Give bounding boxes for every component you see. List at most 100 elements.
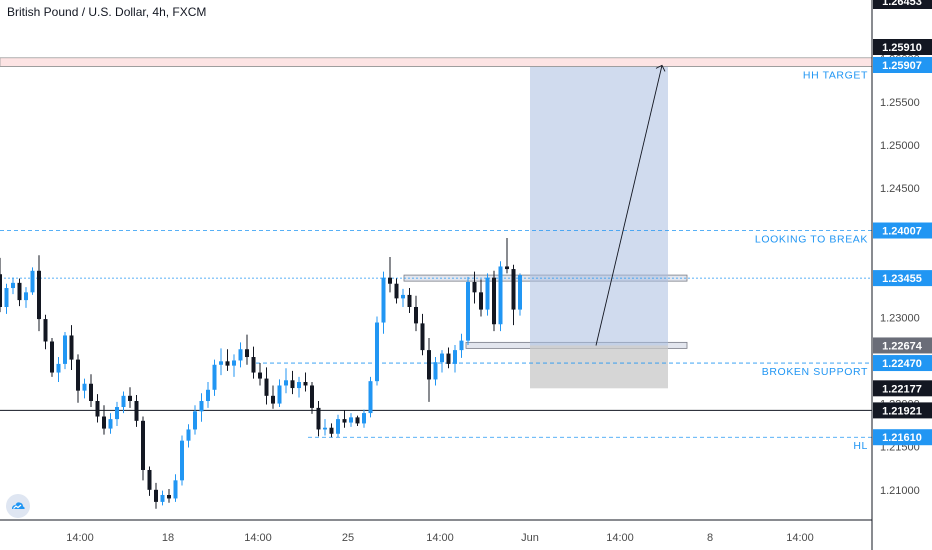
tradingview-cloud-icon[interactable] bbox=[6, 494, 30, 518]
price-label: 1.25907 bbox=[882, 60, 922, 72]
candle-body bbox=[167, 494, 171, 499]
candle-body bbox=[485, 277, 490, 310]
level-label-looking-to-break: LOOKING TO BREAK bbox=[755, 234, 868, 246]
candle-body bbox=[180, 440, 184, 481]
level-label-hl: HL bbox=[853, 440, 868, 452]
candle-body bbox=[128, 395, 132, 401]
candle-body bbox=[193, 411, 197, 430]
candle-body bbox=[115, 407, 119, 420]
candle-body bbox=[225, 361, 230, 366]
candle-body bbox=[297, 382, 301, 389]
candle-body bbox=[368, 381, 373, 414]
projection-arrow bbox=[595, 65, 663, 346]
candle-body bbox=[186, 429, 191, 441]
candle-body bbox=[388, 277, 392, 284]
price-label-bg bbox=[873, 337, 932, 354]
candle-body bbox=[43, 319, 48, 342]
candle-body bbox=[37, 270, 41, 320]
candle-body bbox=[414, 306, 418, 324]
candle-body bbox=[56, 363, 61, 373]
candle-body bbox=[505, 266, 509, 270]
price-label-bg bbox=[873, 222, 932, 239]
x-tick-label: Jun bbox=[521, 532, 539, 544]
price-label-bg bbox=[873, 380, 932, 397]
candle-body bbox=[199, 400, 204, 412]
price-label-bg bbox=[873, 270, 932, 287]
candle-body bbox=[63, 335, 67, 364]
price-label-bg bbox=[873, 429, 932, 446]
candle-body bbox=[24, 292, 28, 301]
y-tick-label: 1.24500 bbox=[880, 183, 920, 195]
y-tick-label: 1.23000 bbox=[880, 312, 920, 324]
candle-body bbox=[420, 323, 425, 351]
candle-body bbox=[472, 281, 477, 293]
price-label-bg bbox=[873, 57, 932, 73]
candle-body bbox=[440, 353, 444, 363]
candle-body bbox=[453, 350, 457, 364]
red-resistance-zone bbox=[0, 57, 873, 67]
candle-body bbox=[258, 372, 262, 379]
candle-body bbox=[394, 283, 399, 299]
candle-body bbox=[264, 378, 269, 396]
candle-body bbox=[89, 383, 93, 401]
x-tick-label: 14:00 bbox=[66, 532, 94, 544]
candle-body bbox=[323, 427, 327, 430]
candle-body bbox=[251, 357, 256, 373]
candle-body bbox=[30, 270, 35, 293]
candle-body bbox=[277, 385, 282, 404]
candle-body bbox=[375, 322, 379, 382]
candle-body bbox=[401, 294, 405, 299]
candle-body bbox=[284, 380, 288, 386]
x-tick-label: 14:00 bbox=[244, 532, 272, 544]
arrow-head bbox=[655, 64, 666, 72]
price-label-bg bbox=[873, 355, 932, 372]
candle-body bbox=[17, 282, 22, 301]
level-label-broken-support: BROKEN SUPPORT bbox=[762, 366, 868, 378]
x-tick-label: 18 bbox=[162, 532, 174, 544]
price-label: 1.25910 bbox=[882, 42, 922, 54]
candle-body bbox=[95, 400, 100, 417]
candle-body bbox=[362, 413, 366, 424]
candle-body bbox=[50, 341, 54, 373]
candle-body bbox=[518, 275, 522, 310]
stop-loss-box bbox=[530, 345, 668, 389]
candle-body bbox=[511, 269, 516, 310]
y-tick-label: 1.25000 bbox=[880, 140, 920, 152]
candle-body bbox=[310, 385, 314, 408]
candle-body bbox=[349, 417, 353, 423]
candle-body bbox=[11, 282, 15, 289]
candle-body bbox=[290, 380, 295, 389]
candle-body bbox=[76, 359, 80, 391]
candle-body bbox=[141, 420, 145, 470]
x-tick-label: 14:00 bbox=[786, 532, 814, 544]
candle-body bbox=[121, 395, 126, 408]
candle-body bbox=[238, 349, 243, 361]
candle-body bbox=[173, 480, 178, 499]
price-label-bg bbox=[873, 0, 932, 9]
candle-body bbox=[206, 389, 210, 401]
candle-body bbox=[212, 364, 217, 390]
y-tick-label: 1.25500 bbox=[880, 97, 920, 109]
candle-body bbox=[219, 361, 223, 365]
price-label: 1.24007 bbox=[882, 226, 922, 238]
x-tick-label: 8 bbox=[707, 532, 713, 544]
symbol-title: British Pound / U.S. Dollar, 4h, FXCM bbox=[7, 5, 207, 19]
price-label: 1.21921 bbox=[882, 405, 922, 417]
candle-body bbox=[271, 395, 275, 404]
price-label-bg bbox=[873, 39, 932, 55]
price-label: 1.23455 bbox=[882, 273, 922, 285]
candle-body bbox=[0, 274, 2, 307]
candle-body bbox=[69, 335, 74, 360]
price-label: 1.22674 bbox=[882, 340, 923, 352]
candle-body bbox=[407, 294, 412, 307]
candle-body bbox=[466, 281, 470, 341]
price-label-bg bbox=[873, 402, 932, 419]
candle-body bbox=[459, 340, 464, 351]
candle-body bbox=[303, 382, 308, 386]
candle-body bbox=[160, 494, 165, 502]
candle-body bbox=[82, 383, 87, 391]
candle-body bbox=[479, 292, 483, 310]
x-tick-label: 25 bbox=[342, 532, 354, 544]
